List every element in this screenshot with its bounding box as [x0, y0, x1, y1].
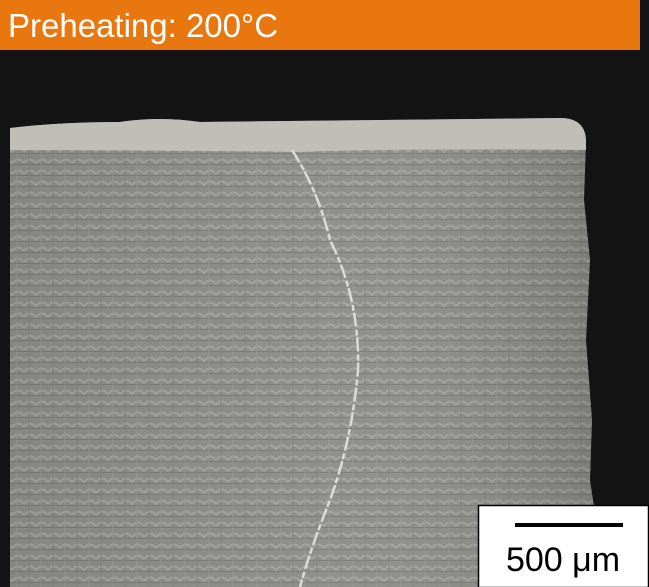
label: Preheating: 200°C	[8, 7, 278, 44]
micrograph-figure: Preheating: 200°C 500 μm	[0, 0, 649, 587]
top-layer	[10, 118, 586, 152]
scale-bar-label: 500 μm	[506, 541, 620, 579]
page: Preheating: 200°C 500 μm (() => { const …	[0, 0, 649, 587]
